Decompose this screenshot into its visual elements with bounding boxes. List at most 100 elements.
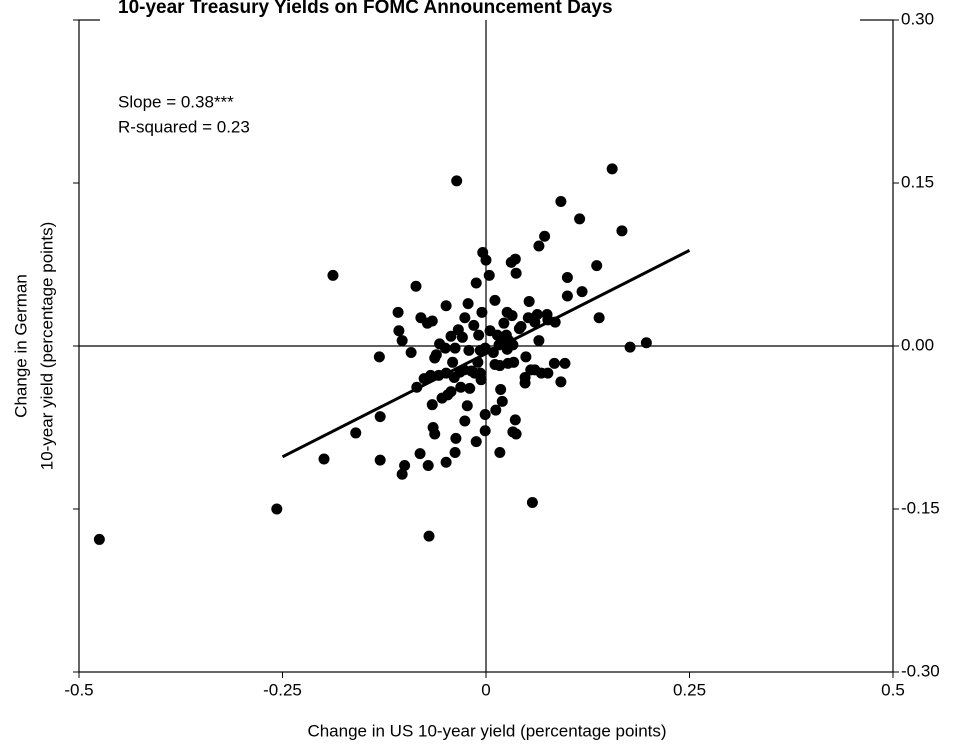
y-tick-label: -0.15 [901, 498, 940, 517]
point [483, 269, 495, 281]
title-background [100, 0, 860, 24]
point [440, 300, 452, 312]
point [373, 351, 385, 363]
point [462, 298, 474, 310]
point [459, 312, 471, 324]
point [498, 317, 510, 329]
point [576, 286, 588, 298]
point [429, 428, 441, 440]
point [456, 331, 468, 343]
point [476, 306, 488, 318]
point [616, 225, 628, 237]
point [533, 240, 545, 252]
point [508, 356, 520, 368]
point [447, 356, 459, 368]
point [350, 427, 362, 439]
point [555, 195, 567, 207]
annotation: Slope = 0.38*** [118, 92, 234, 111]
point [494, 446, 506, 458]
point [396, 335, 408, 347]
point [475, 374, 487, 386]
point [548, 357, 560, 369]
point [561, 290, 573, 302]
point [510, 267, 522, 279]
point [509, 253, 521, 265]
y-tick-label: 0.30 [901, 9, 934, 28]
point [593, 312, 605, 324]
point [472, 356, 484, 368]
point [559, 357, 571, 369]
x-tick-label: 0.5 [881, 680, 905, 699]
x-tick-label: -0.5 [64, 680, 93, 699]
y-tick-label: -0.30 [901, 661, 940, 680]
point [495, 383, 507, 395]
point [414, 448, 426, 460]
point [507, 339, 519, 351]
point [374, 454, 386, 466]
point [489, 294, 501, 306]
x-axis-label: Change in US 10-year yield (percentage p… [307, 721, 666, 740]
point [479, 425, 491, 437]
y-tick-label: 0.00 [901, 335, 934, 354]
point [523, 295, 535, 307]
point [479, 408, 491, 420]
point [439, 342, 451, 354]
point [455, 381, 467, 393]
annotation: R-squared = 0.23 [118, 117, 250, 136]
point [491, 329, 503, 341]
point [426, 315, 438, 327]
point [463, 344, 475, 356]
point [93, 533, 105, 545]
point [422, 460, 434, 472]
point [515, 320, 527, 332]
point [430, 349, 442, 361]
point [451, 175, 463, 187]
point [423, 530, 435, 542]
point [374, 411, 386, 423]
point [510, 428, 522, 440]
y-axis-label: 10-year yield (percentage points) [37, 222, 56, 471]
point [496, 395, 508, 407]
point [591, 260, 603, 272]
point [624, 341, 636, 353]
point [526, 496, 538, 508]
point [399, 460, 411, 472]
point [445, 330, 457, 342]
point [450, 432, 462, 444]
point [440, 456, 452, 468]
point [459, 415, 471, 427]
point [327, 269, 339, 281]
point [606, 163, 618, 175]
point [640, 337, 652, 349]
point [487, 347, 499, 359]
y-tick-label: 0.15 [901, 172, 934, 191]
point [490, 404, 502, 416]
point [445, 386, 457, 398]
point [479, 342, 491, 354]
point [549, 316, 561, 328]
point [542, 367, 554, 379]
point [461, 400, 473, 412]
point [533, 335, 545, 347]
point [440, 367, 452, 379]
point [425, 369, 437, 381]
point [520, 351, 532, 363]
point [561, 272, 573, 284]
point [449, 446, 461, 458]
point [555, 376, 567, 388]
point [464, 382, 476, 394]
point [574, 213, 586, 225]
point [519, 377, 531, 389]
point [392, 306, 404, 318]
point [411, 381, 423, 393]
point [396, 468, 408, 480]
chart-title: 10-year Treasury Yields on FOMC Announce… [118, 0, 613, 18]
point [271, 503, 283, 515]
point [473, 329, 485, 341]
point [480, 254, 492, 266]
x-tick-label: -0.25 [263, 680, 302, 699]
y-axis-label: Change in German [11, 274, 30, 418]
point [318, 453, 330, 465]
point [539, 230, 551, 242]
